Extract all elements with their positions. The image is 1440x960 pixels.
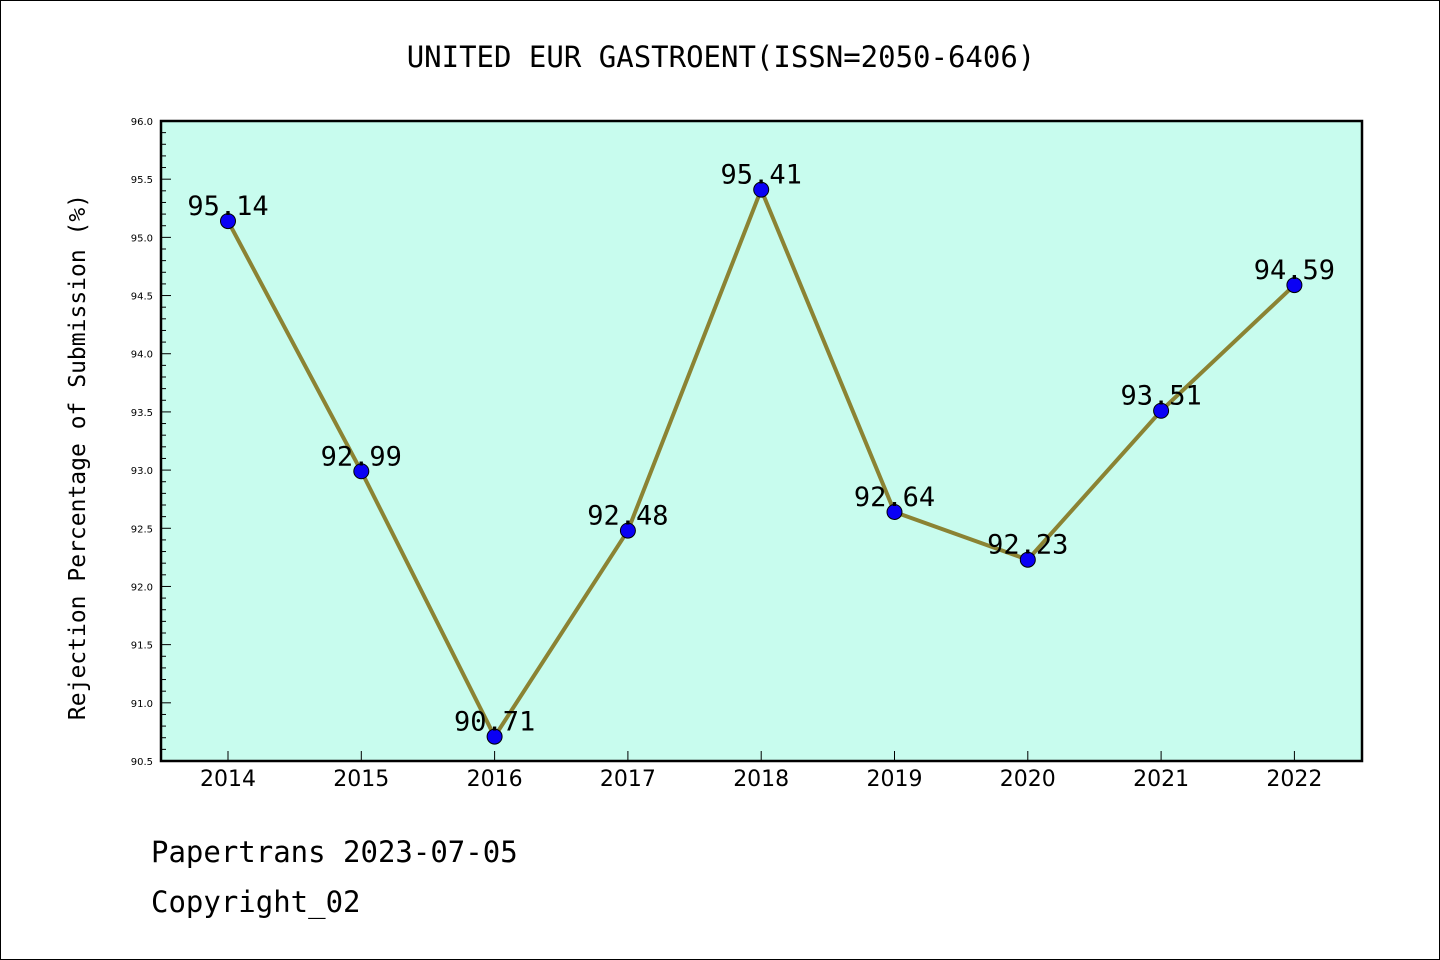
y-tick-label: 91.5 — [131, 641, 153, 652]
plot-area — [159, 119, 1364, 763]
x-tick-label: 2019 — [867, 767, 923, 792]
data-label: 94.59 — [1254, 255, 1335, 286]
x-tick-label: 2016 — [467, 767, 523, 792]
data-point-marker — [353, 463, 370, 480]
chart-title: UNITED EUR GASTROENT(ISSN=2050-6406) — [407, 40, 1036, 74]
y-axis-ticks: 90.5 91.0 91.5 92.0 92.5 93.0 93.5 94.0 94.5 95.0… — [131, 117, 171, 768]
data-point-marker — [486, 728, 503, 745]
data-label: 92.64 — [854, 482, 935, 513]
y-tick-label: 91.0 — [131, 699, 153, 710]
data-label: 92.23 — [987, 530, 1068, 561]
data-point-marker — [1153, 402, 1170, 419]
series-layer — [220, 181, 1303, 745]
y-tick-label: 92.5 — [131, 524, 153, 535]
data-label: 93.51 — [1120, 381, 1201, 412]
data-point-marker — [753, 181, 770, 198]
y-tick-label: 96.0 — [131, 117, 153, 128]
data-point-marker — [619, 522, 636, 539]
data-point-marker — [1019, 551, 1036, 568]
x-axis-ticks: 2014 2015 2016 2017 2018 2019 2020 2021 2022 — [200, 751, 1322, 792]
x-tick-label: 2022 — [1266, 767, 1322, 792]
x-tick-label: 2021 — [1133, 767, 1189, 792]
y-tick-label: 94.0 — [131, 350, 153, 361]
y-tick-label: 90.5 — [131, 757, 153, 768]
data-point-marker — [886, 503, 903, 520]
x-tick-label: 2015 — [333, 767, 389, 792]
y-tick-label: 95.0 — [131, 233, 153, 244]
x-tick-label: 2017 — [600, 767, 656, 792]
y-tick-label: 94.5 — [131, 292, 153, 303]
y-tick-label: 93.5 — [131, 408, 153, 419]
y-tick-label: 95.5 — [131, 175, 153, 186]
data-point-marker — [1286, 277, 1303, 294]
x-tick-label: 2020 — [1000, 767, 1056, 792]
y-tick-label: 93.0 — [131, 466, 153, 477]
data-labels: 95.14 92.99 90.71 92.48 95.41 92.64 92.23 93.51… — [187, 160, 1335, 738]
y-axis-label: Rejection Percentage of Submission (%) — [65, 194, 91, 720]
x-tick-label: 2018 — [733, 767, 789, 792]
y-tick-label: 92.0 — [131, 582, 153, 593]
x-tick-label: 2014 — [200, 767, 256, 792]
data-label: 92.48 — [587, 501, 668, 532]
footer-copyright: Copyright_02 — [151, 885, 361, 919]
data-label: 95.14 — [187, 191, 268, 222]
data-label: 90.71 — [454, 707, 535, 738]
data-point-marker — [220, 213, 236, 230]
data-label: 95.41 — [721, 160, 802, 191]
footer-date: Papertrans 2023-07-05 — [151, 835, 518, 869]
data-label: 92.99 — [321, 441, 402, 472]
